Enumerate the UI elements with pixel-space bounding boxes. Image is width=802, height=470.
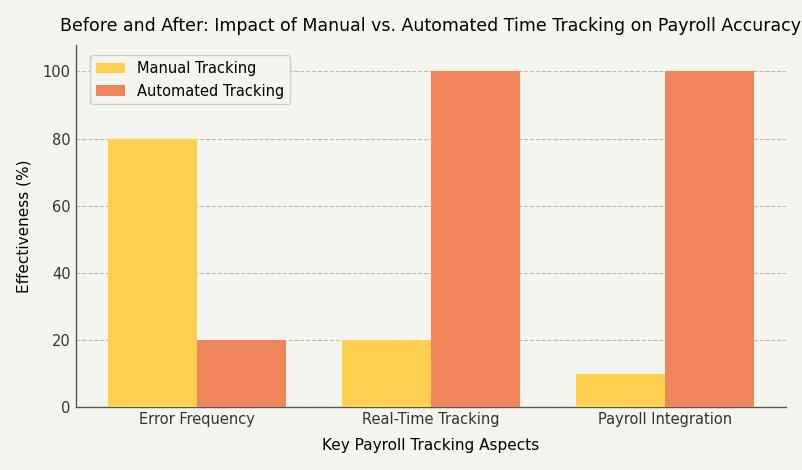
Bar (342, 340, 431, 407)
Title: Before and After: Impact of Manual vs. Automated Time Tracking on Payroll Accura: Before and After: Impact of Manual vs. A… (60, 16, 800, 35)
Bar (196, 340, 286, 407)
Bar (664, 71, 753, 407)
Bar (107, 139, 196, 407)
Legend: Manual Tracking, Automated Tracking: Manual Tracking, Automated Tracking (90, 55, 290, 104)
Bar (575, 374, 664, 407)
Bar (431, 71, 519, 407)
Y-axis label: Effectiveness (%): Effectiveness (%) (17, 159, 31, 293)
X-axis label: Key Payroll Tracking Aspects: Key Payroll Tracking Aspects (322, 439, 539, 454)
